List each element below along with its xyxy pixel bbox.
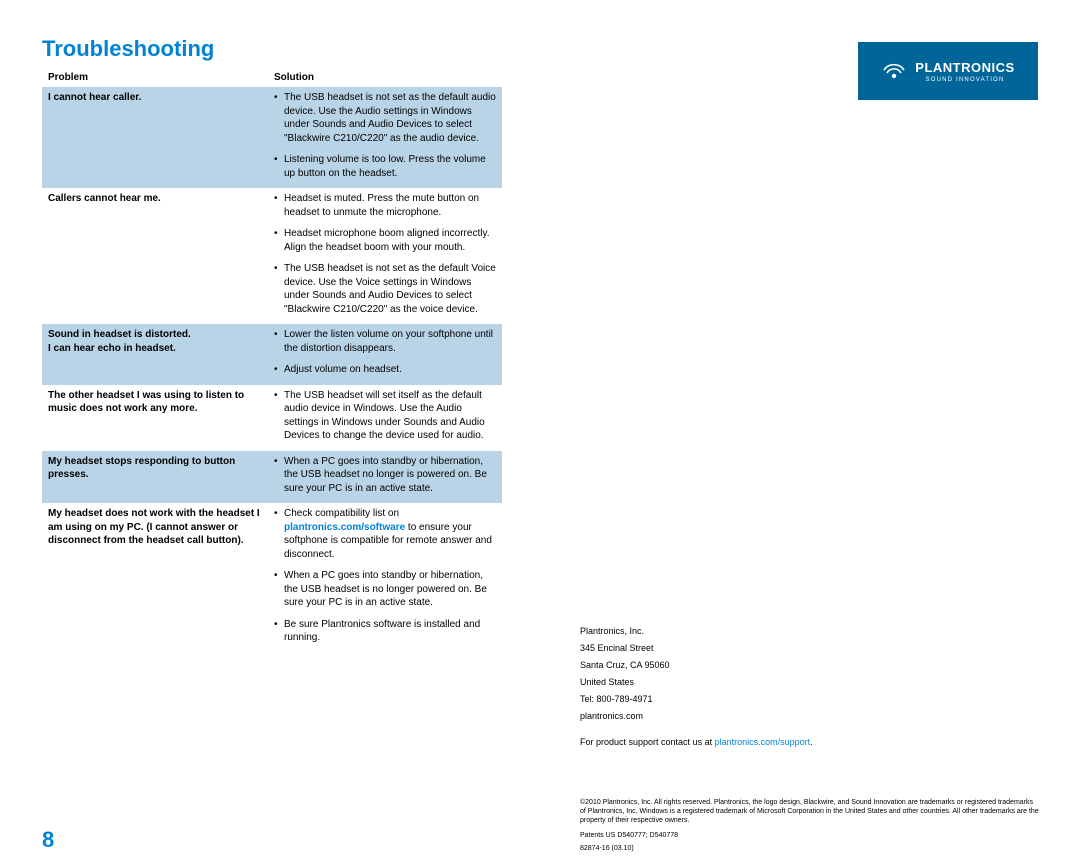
support-suffix: . (810, 737, 813, 747)
solution-text: Check compatibility list on plantronics.… (284, 507, 496, 561)
support-prefix: For product support contact us at (580, 737, 715, 747)
problem-cell: The other headset I was using to listen … (42, 385, 274, 451)
solution-bullet: •Lower the listen volume on your softpho… (274, 328, 496, 355)
problem-cell: My headset does not work with the headse… (42, 503, 274, 653)
table-row: I cannot hear caller.•The USB headset is… (42, 87, 502, 188)
bullet-icon: • (274, 91, 284, 145)
solution-cell: •The USB headset is not set as the defau… (274, 87, 502, 188)
page-title: Troubleshooting (42, 36, 214, 62)
solution-bullet: •Headset is muted. Press the mute button… (274, 192, 496, 219)
soundwave-icon (881, 58, 907, 84)
solution-bullet: •When a PC goes into standby or hibernat… (274, 569, 496, 610)
contact-line: Plantronics, Inc. (580, 623, 813, 640)
brand-logo: PLANTRONICS SOUND INNOVATION (858, 42, 1038, 100)
troubleshooting-table: Problem Solution I cannot hear caller.•T… (42, 70, 502, 653)
bullet-icon: • (274, 192, 284, 219)
bullet-icon: • (274, 569, 284, 610)
solution-text: Listening volume is too low. Press the v… (284, 153, 496, 180)
table-row: The other headset I was using to listen … (42, 385, 502, 451)
software-link[interactable]: plantronics.com/software (284, 522, 405, 533)
support-link[interactable]: plantronics.com/support (715, 737, 811, 747)
solution-bullet: •Headset microphone boom aligned incorre… (274, 227, 496, 254)
solution-cell: •When a PC goes into standby or hibernat… (274, 451, 502, 504)
copyright-text: ©2010 Plantronics, Inc. All rights reser… (580, 798, 1040, 825)
patents-text: Patents US D540777; D540778 (580, 831, 1040, 840)
solution-bullet: •The USB headset will set itself as the … (274, 389, 496, 443)
contact-line: Santa Cruz, CA 95060 (580, 657, 813, 674)
contact-block: Plantronics, Inc.345 Encinal StreetSanta… (580, 623, 813, 751)
bullet-icon: • (274, 227, 284, 254)
bullet-icon: • (274, 262, 284, 316)
solution-text: The USB headset will set itself as the d… (284, 389, 496, 443)
contact-line: Tel: 800-789-4971 (580, 691, 813, 708)
docnum-text: 82874-16 (03.10) (580, 844, 1040, 853)
solution-bullet: •The USB headset is not set as the defau… (274, 91, 496, 145)
brand-name: PLANTRONICS (915, 60, 1014, 75)
bullet-icon: • (274, 153, 284, 180)
solution-bullet: •Be sure Plantronics software is install… (274, 618, 496, 645)
table-row: My headset does not work with the headse… (42, 503, 502, 653)
solution-text: The USB headset is not set as the defaul… (284, 91, 496, 145)
contact-line: 345 Encinal Street (580, 640, 813, 657)
contact-line: United States (580, 674, 813, 691)
legal-block: ©2010 Plantronics, Inc. All rights reser… (580, 798, 1040, 853)
solution-text: When a PC goes into standby or hibernati… (284, 569, 496, 610)
solution-text: Headset is muted. Press the mute button … (284, 192, 496, 219)
problem-cell: My headset stops responding to button pr… (42, 451, 274, 504)
solution-cell: •Check compatibility list on plantronics… (274, 503, 502, 653)
bullet-icon: • (274, 363, 284, 377)
solution-bullet: •Listening volume is too low. Press the … (274, 153, 496, 180)
solution-text: Adjust volume on headset. (284, 363, 496, 377)
bullet-icon: • (274, 389, 284, 443)
contact-line: plantronics.com (580, 708, 813, 725)
problem-cell: Callers cannot hear me. (42, 188, 274, 324)
solution-cell: •Lower the listen volume on your softpho… (274, 324, 502, 385)
column-header-problem: Problem (42, 70, 274, 87)
solution-bullet: •The USB headset is not set as the defau… (274, 262, 496, 316)
solution-bullet: •When a PC goes into standby or hibernat… (274, 455, 496, 496)
solution-text: Headset microphone boom aligned incorrec… (284, 227, 496, 254)
solution-text: When a PC goes into standby or hibernati… (284, 455, 496, 496)
table-row: Sound in headset is distorted.I can hear… (42, 324, 502, 385)
column-header-solution: Solution (274, 70, 502, 87)
solution-bullet: •Check compatibility list on plantronics… (274, 507, 496, 561)
solution-cell: •The USB headset will set itself as the … (274, 385, 502, 451)
solution-text: The USB headset is not set as the defaul… (284, 262, 496, 316)
solution-cell: •Headset is muted. Press the mute button… (274, 188, 502, 324)
table-row: My headset stops responding to button pr… (42, 451, 502, 504)
solution-text: Be sure Plantronics software is installe… (284, 618, 496, 645)
bullet-icon: • (274, 507, 284, 561)
solution-text: Lower the listen volume on your softphon… (284, 328, 496, 355)
table-row: Callers cannot hear me.•Headset is muted… (42, 188, 502, 324)
problem-cell: I cannot hear caller. (42, 87, 274, 188)
problem-cell: Sound in headset is distorted.I can hear… (42, 324, 274, 385)
page-number: 8 (42, 827, 54, 853)
brand-tagline: SOUND INNOVATION (915, 77, 1014, 83)
bullet-icon: • (274, 328, 284, 355)
table-header: Problem Solution (42, 70, 502, 87)
solution-bullet: •Adjust volume on headset. (274, 363, 496, 377)
bullet-icon: • (274, 455, 284, 496)
support-line: For product support contact us at plantr… (580, 734, 813, 751)
bullet-icon: • (274, 618, 284, 645)
